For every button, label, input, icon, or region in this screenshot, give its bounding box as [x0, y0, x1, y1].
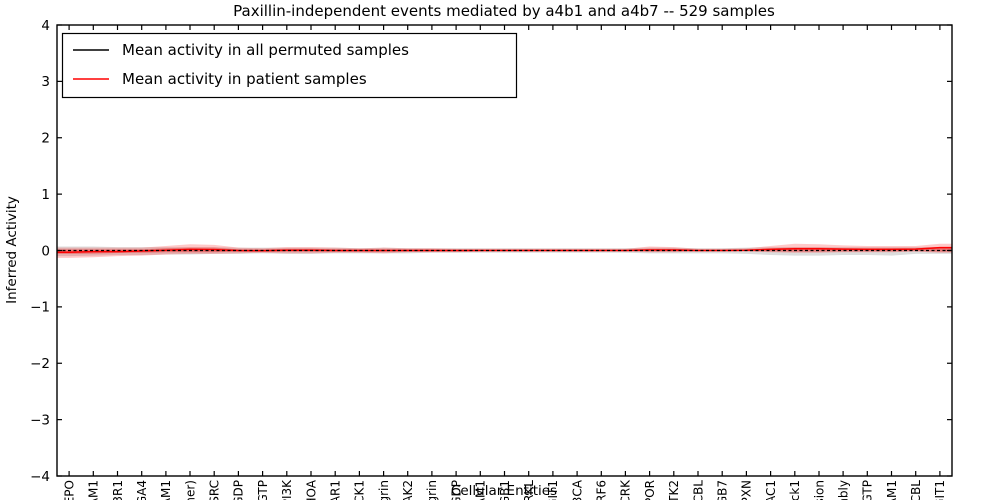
x-category-label: alpha4/beta1 Integrin/Paxillin/GIT1: [933, 480, 947, 500]
x-category-label: JAK2: [401, 480, 415, 500]
x-category-label: PIK3CA: [570, 479, 584, 500]
x-category-label: SRC: [208, 480, 222, 500]
x-category-label: CBL: [691, 480, 705, 500]
x-category-labels: EPO VCAM1 PIK3R1 ITGA4 alpha4/beta1 Integrin…: [62, 479, 947, 504]
x-category-label: VCAM1: [87, 480, 101, 500]
legend-label-patient: Mean activity in patient samples: [122, 70, 367, 88]
x-category-label: CRKL: [522, 480, 536, 500]
x-category-label: mol:GDP: [232, 480, 246, 500]
axis-ticks-layer: [57, 24, 952, 477]
x-category-label: Rac1/GTP: [861, 480, 875, 500]
x-category-label: EPO: [62, 480, 76, 500]
permuted-samples-range-band: [57, 246, 952, 257]
y-axis-label: Inferred Activity: [4, 196, 20, 304]
y-tick-label: −4: [30, 469, 50, 485]
legend-box: [61, 32, 518, 99]
x-category-label: cell adhesion: [812, 480, 826, 500]
x-category-label: PTK2: [667, 480, 681, 500]
x-category-label: CRK: [619, 479, 633, 500]
x-category-label: ITGA4: [135, 480, 149, 500]
x-category-label: EPOR: [643, 480, 657, 500]
y-tick-label: −2: [30, 356, 50, 372]
x-category-label: PXN: [740, 480, 754, 500]
x-category-label: GIT1: [546, 480, 560, 500]
x-category-label: alpha4/beta1 Integrin: [377, 480, 391, 500]
y-tick-label: 0: [41, 243, 50, 259]
x-category-label: Rac1/GDP: [449, 480, 463, 500]
x-category-label: EPO/EPOR (dimer): [183, 480, 197, 500]
y-tick-label: 2: [41, 131, 50, 147]
x-category-label: alpha4/beta7 Integrin/MAdCAM1: [885, 480, 899, 500]
y-tick-label: 3: [41, 74, 50, 90]
x-category-label: PI3K: [280, 479, 294, 500]
y-tick-label: 4: [41, 18, 50, 34]
x-category-label: CRKL/CBL: [909, 480, 923, 500]
x-category-label: BCAR1: [329, 480, 343, 500]
x-category-label: ITGB1: [498, 480, 512, 500]
chart-title: Paxillin-independent events mediated by …: [233, 2, 775, 20]
mean-lines-layer: [57, 246, 952, 253]
plot-border: [56, 24, 953, 477]
x-axis-label: Cellular Entities: [451, 483, 557, 499]
x-category-label: ITGB7: [716, 480, 730, 500]
x-category-label: MADCAM1: [474, 480, 488, 500]
y-tick-labels: 4 3 2 1 0 −1 −2 −3 −4: [30, 18, 50, 485]
legend-label-permuted: Mean activity in all permuted samples: [122, 41, 409, 59]
legend: Mean activity in all permuted samples Me…: [61, 32, 518, 99]
x-category-label: DOCK1: [353, 480, 367, 500]
x-category-label: p130Cas/Crk/Dock1: [788, 480, 802, 500]
x-category-label: lamellipodium assembly: [836, 480, 850, 500]
x-category-label: mol:GTP: [256, 480, 270, 500]
x-category-label: alpha4/beta1 Integrin/VCAM1: [159, 480, 173, 500]
x-category-label: ARF6: [595, 480, 609, 500]
x-category-label: RHOA: [304, 479, 318, 500]
y-tick-label: −3: [30, 412, 50, 428]
y-tick-label: 1: [41, 187, 50, 203]
x-category-label: PIK3R1: [111, 480, 125, 500]
y-tick-label: −1: [30, 300, 50, 316]
x-category-label: RAC1: [764, 480, 778, 500]
x-category-label: alpha4/beta7 Integrin: [425, 480, 439, 500]
